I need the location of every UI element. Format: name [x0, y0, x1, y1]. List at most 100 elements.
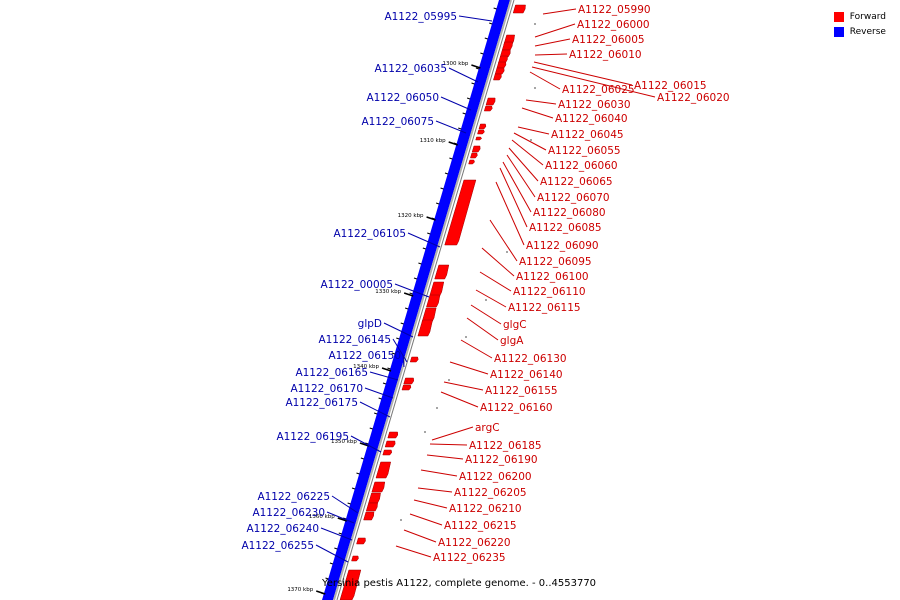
minor-tick — [409, 292, 413, 295]
forward-gene-label: A1122_06070 — [537, 192, 610, 204]
forward-gene-label: glgC — [503, 319, 527, 331]
forward-label-leader — [449, 361, 489, 375]
forward-label-leader — [499, 167, 528, 228]
minor-tick — [453, 142, 457, 145]
forward-gene-label: A1122_06215 — [444, 520, 517, 532]
minor-tick — [404, 307, 409, 310]
backbone-group — [322, 0, 515, 600]
reverse-label-leader — [359, 401, 391, 418]
forward-gene-label: A1122_06055 — [548, 145, 621, 157]
forward-gene-label: A1122_06115 — [508, 302, 581, 314]
forward-gene-label: A1122_06220 — [438, 537, 511, 549]
forward-gene-label: A1122_06040 — [555, 113, 628, 125]
minor-tick — [493, 7, 497, 10]
reverse-gene-label: A1122_06145 — [318, 334, 391, 346]
forward-gene-label: A1122_06100 — [516, 271, 589, 283]
minor-tick — [329, 562, 334, 565]
backbone-line — [336, 0, 515, 600]
forward-label-leader — [395, 545, 432, 558]
tick-mark — [403, 292, 414, 297]
tick-mark — [381, 367, 392, 372]
forward-gene-label: A1122_06110 — [513, 286, 586, 298]
forward-gene-label: A1122_06015 — [634, 80, 707, 92]
forward-gene-feature — [494, 67, 505, 75]
feature-dot — [436, 407, 438, 409]
minor-tick — [413, 277, 418, 280]
tick-label: 1340 kbp — [353, 364, 379, 370]
minor-tick — [440, 187, 444, 190]
minor-tick — [444, 172, 449, 175]
forward-label-leader — [475, 289, 507, 308]
minor-tick — [422, 247, 426, 250]
feature-dot — [465, 336, 467, 338]
feature-dot — [530, 139, 532, 141]
tick-mark — [471, 64, 481, 69]
reverse-gene-label: A1122_06050 — [366, 92, 439, 104]
minor-tick — [471, 82, 475, 85]
forward-gene-feature — [470, 152, 478, 159]
forward-gene-feature — [475, 136, 483, 141]
forward-label-leader — [533, 61, 633, 86]
minor-tick — [400, 322, 404, 325]
forward-gene-feature — [478, 123, 487, 130]
reverse-gene-label: A1122_06230 — [252, 507, 325, 519]
minor-tick — [387, 367, 391, 370]
forward-gene-label: A1122_06065 — [540, 176, 613, 188]
feature-group — [339, 4, 536, 600]
reverse-label-leader — [369, 371, 399, 381]
minor-tick — [462, 112, 466, 115]
reverse-gene-label: A1122_06255 — [241, 540, 314, 552]
forward-label-leader — [470, 304, 502, 325]
minor-tick — [325, 577, 329, 580]
forward-gene-feature — [375, 461, 392, 479]
forward-gene-feature — [493, 73, 502, 81]
tick-label: 1310 kbp — [420, 138, 446, 144]
reverse-label-leader — [458, 15, 493, 22]
minor-tick — [365, 442, 369, 445]
forward-gene-feature — [501, 41, 513, 51]
forward-gene-label: A1122_06210 — [449, 503, 522, 515]
forward-label-leader — [431, 426, 474, 441]
forward-gene-label: A1122_06130 — [494, 353, 567, 365]
minor-tick — [343, 517, 347, 520]
forward-label-leader — [426, 454, 464, 460]
forward-gene-label: A1122_06185 — [469, 440, 542, 452]
reverse-gene-label: A1122_06240 — [246, 523, 319, 535]
legend-label-forward: Forward — [849, 11, 886, 22]
forward-label-leader — [525, 99, 557, 105]
forward-label-leader — [403, 529, 437, 543]
forward-label-leader — [517, 126, 550, 135]
reverse-swatch — [833, 26, 844, 37]
legend: Forward Reverse — [833, 9, 886, 39]
feature-dot — [485, 299, 487, 301]
forward-gene-label: A1122_06020 — [657, 92, 730, 104]
forward-label-leader — [531, 66, 656, 98]
forward-gene-feature — [444, 179, 477, 246]
minor-tick — [489, 22, 493, 25]
forward-gene-label: A1122_05990 — [578, 4, 651, 16]
tick-label: 1330 kbp — [375, 289, 401, 295]
forward-gene-feature — [483, 105, 493, 112]
tick-label: 1370 kbp — [287, 587, 313, 593]
forward-label-leader — [511, 139, 544, 166]
tick-mark — [337, 517, 348, 522]
forward-label-leader — [429, 443, 468, 446]
forward-label-leader — [534, 38, 571, 47]
minor-tick — [374, 412, 378, 415]
forward-gene-feature — [339, 569, 362, 600]
reverse-gene-label: A1122_06075 — [361, 116, 434, 128]
forward-gene-feature — [382, 449, 393, 456]
tick-label: 1360 kbp — [309, 514, 335, 520]
forward-gene-label: A1122_06205 — [454, 487, 527, 499]
forward-gene-feature — [384, 440, 396, 448]
tick-group: 1300 kbp 1310 kbp 1320 kbp 1330 kbp 1340 kbp… — [287, 7, 497, 595]
forward-swatch — [833, 11, 844, 22]
reverse-label-leader — [315, 544, 349, 563]
minor-tick — [396, 337, 400, 340]
reverse-gene-label: A1122_06170 — [290, 383, 363, 395]
reverse-label-leader — [407, 232, 441, 248]
forward-gene-label: A1122_06010 — [569, 49, 642, 61]
forward-gene-label: A1122_06235 — [433, 552, 506, 564]
minor-tick — [449, 157, 453, 160]
